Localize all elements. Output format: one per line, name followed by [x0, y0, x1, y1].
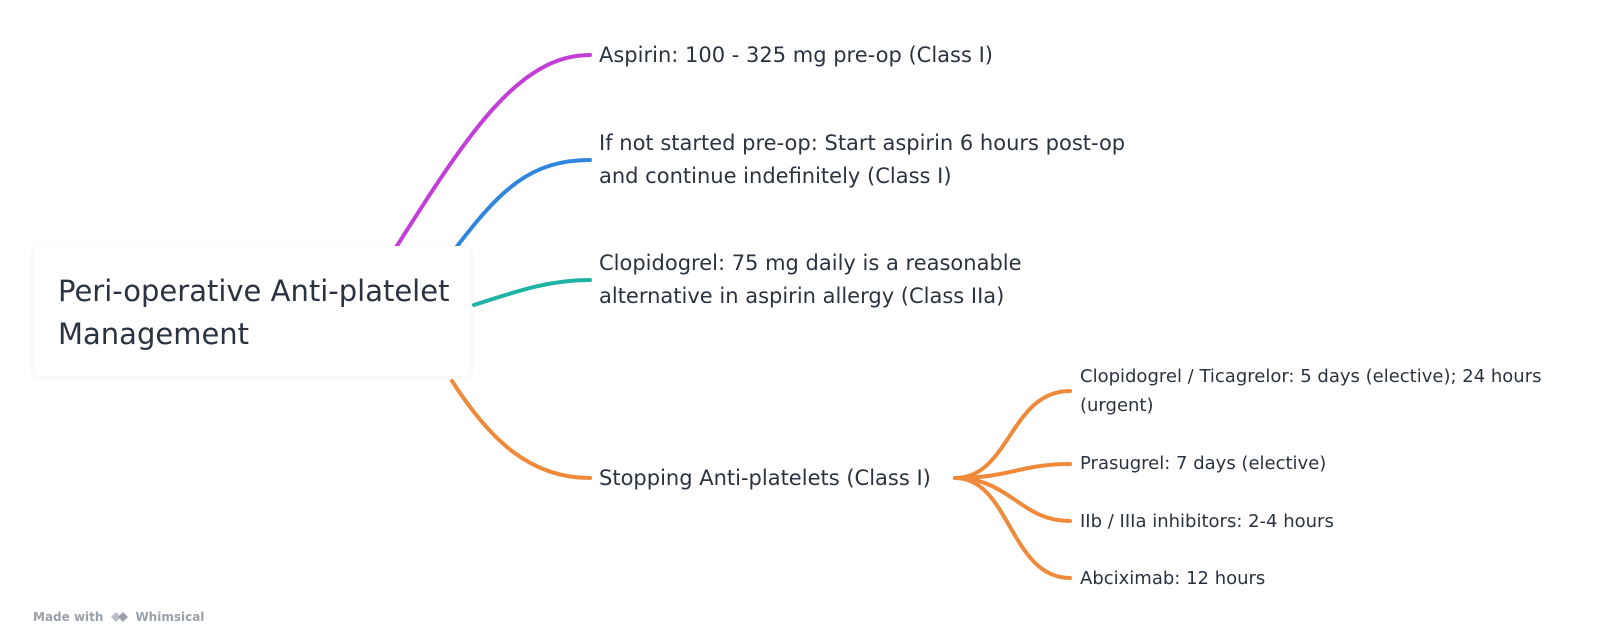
- connector-stopping: [450, 379, 592, 480]
- connector-clopidogrel-ticagrelor: [953, 389, 1072, 480]
- made-with-label: Made with: [33, 610, 104, 624]
- connector-iib-iiia: [953, 476, 1072, 523]
- sub-node-prasugrel[interactable]: Prasugrel: 7 days (elective): [1080, 453, 1327, 474]
- connector-prasugrel: [953, 462, 1072, 480]
- connector-abciximab: [953, 476, 1072, 580]
- branch-node-clopidogrel[interactable]: Clopidogrel: 75 mg daily is a reasonable…: [599, 251, 1022, 308]
- branch-node-stopping-anti-platelets[interactable]: Stopping Anti-platelets (Class I): [599, 466, 931, 490]
- whimsical-logo-icon: [109, 609, 131, 625]
- sub-node-clopidogrel-ticagrelor[interactable]: Clopidogrel / Ticagrelor: 5 days (electi…: [1080, 366, 1542, 416]
- branch-node-aspirin[interactable]: Aspirin: 100 - 325 mg pre-op (Class I): [599, 43, 993, 67]
- root-node[interactable]: [33, 246, 471, 376]
- root-node-title: Peri-operative Anti-platelet Management: [58, 274, 450, 351]
- made-with-whimsical-badge[interactable]: Made with Whimsical: [33, 609, 204, 625]
- connector-clopidogrel: [472, 278, 592, 307]
- sub-node-iib-iiia-inhibitors[interactable]: IIb / IIIa inhibitors: 2-4 hours: [1080, 511, 1334, 532]
- connector-aspirin-post-op: [453, 158, 592, 251]
- sub-node-abciximab[interactable]: Abciximab: 12 hours: [1080, 568, 1266, 589]
- branch-node-aspirin-post-op[interactable]: If not started pre-op: Start aspirin 6 h…: [599, 131, 1126, 188]
- connector-aspirin: [393, 53, 592, 251]
- whimsical-brand-label: Whimsical: [135, 610, 205, 624]
